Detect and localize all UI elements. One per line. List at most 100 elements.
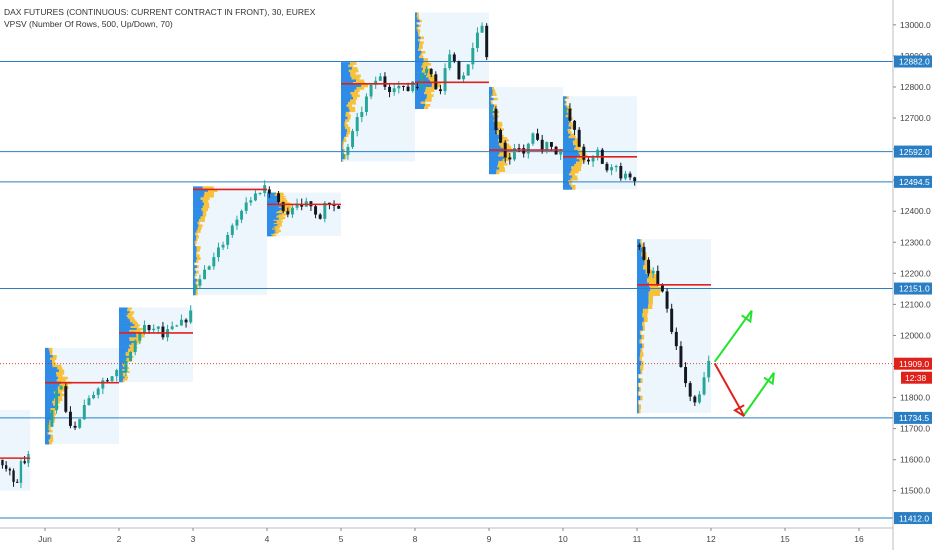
volume-bar-up: [45, 439, 49, 443]
volume-bar-up: [45, 405, 56, 409]
volume-bar-down: [50, 434, 53, 438]
candle-body: [189, 310, 193, 323]
volume-bar-up: [563, 163, 575, 167]
candle-body: [341, 154, 345, 156]
volume-bar-up: [415, 41, 420, 45]
volume-bar-down: [195, 254, 200, 258]
volume-bar-down: [638, 373, 639, 379]
volume-bar-down: [277, 201, 288, 203]
volume-bar-down: [343, 139, 347, 142]
volume-bar-up: [119, 311, 130, 314]
volume-bar-down: [493, 104, 497, 107]
volume-bar-up: [267, 216, 277, 218]
volume-bar-up: [637, 386, 640, 392]
volume-bar-up: [119, 318, 130, 321]
volume-bar-up: [193, 208, 202, 212]
volume-bar-down: [195, 289, 198, 293]
volume-bar-up: [193, 218, 199, 222]
volume-bar-down: [494, 126, 502, 129]
volume-bar-down: [129, 311, 135, 314]
price-axis[interactable]: 11500.011600.011700.011800.011900.012000…: [892, 0, 932, 550]
volume-bar-up: [637, 339, 640, 344]
volume-bar-down: [273, 223, 282, 225]
volume-bar-down: [285, 204, 294, 206]
volume-bar-down: [122, 380, 125, 383]
volume-bar-up: [193, 210, 203, 214]
candle-body: [475, 32, 479, 49]
level-label: 12882.0: [899, 57, 930, 67]
candle-body: [82, 405, 86, 420]
volume-bar-up: [267, 199, 281, 201]
volume-bar-up: [489, 136, 503, 140]
candle-body: [499, 130, 503, 143]
candle-body: [526, 143, 530, 154]
candle-body: [406, 86, 410, 92]
volume-bar-down: [493, 106, 496, 110]
volume-bar-down: [346, 134, 349, 137]
volume-bar-down: [422, 62, 432, 66]
volume-bar-up: [563, 96, 567, 99]
volume-bar-up: [637, 378, 641, 383]
volume-bar-up: [267, 230, 275, 232]
volume-bar-down: [342, 141, 345, 145]
volume-bar-down: [426, 96, 432, 100]
candle-body: [582, 146, 586, 160]
candle-body: [647, 259, 651, 274]
volume-bar-up: [341, 77, 352, 80]
volume-bar-down: [416, 26, 419, 30]
volume-bar-up: [415, 43, 420, 47]
volume-bar-down: [48, 424, 51, 428]
price-tick-label: 12200.0: [900, 268, 931, 278]
volume-bar-up: [415, 87, 426, 90]
volume-bar-down: [52, 355, 57, 358]
volume-bar-down: [424, 72, 432, 76]
volume-bar-up: [563, 187, 573, 190]
volume-bar-down: [496, 123, 503, 127]
candle-body: [568, 108, 572, 121]
volume-bar-down: [418, 48, 422, 52]
volume-bar-up: [45, 429, 50, 433]
candle-body: [258, 193, 262, 195]
volume-bar-down: [572, 175, 578, 179]
candle-body: [226, 234, 230, 245]
volume-bar-up: [119, 320, 131, 323]
volume-bar-up: [341, 89, 355, 93]
candle-body: [323, 202, 327, 219]
candle-body: [64, 386, 68, 412]
volume-bar-up: [415, 55, 420, 59]
volume-bar-up: [637, 391, 638, 396]
candle-body: [438, 89, 442, 92]
volume-bar-up: [563, 159, 580, 162]
volume-bar-up: [45, 369, 60, 373]
projection-arrows[interactable]: [713, 310, 775, 418]
volume-bar-down: [428, 77, 437, 81]
volume-bar-up: [119, 335, 137, 338]
volume-bar-down: [353, 96, 358, 100]
volume-bar-down: [640, 239, 642, 244]
volume-bar-up: [489, 93, 493, 96]
volume-bar-down: [57, 376, 68, 380]
volume-bar-down: [53, 398, 63, 402]
candle-body: [512, 148, 516, 160]
horizontal-levels[interactable]: [0, 60, 893, 519]
volume-bar-down: [490, 100, 493, 103]
volume-bar-up: [193, 199, 203, 203]
volume-bar-down: [648, 300, 653, 305]
volume-bar-up: [489, 165, 498, 168]
volume-bar-down: [49, 441, 52, 445]
volume-bar-down: [348, 101, 356, 105]
volume-bar-down: [421, 65, 428, 69]
volume-bar-down: [498, 160, 504, 164]
volume-bar-down: [129, 318, 136, 321]
volume-bar-down: [273, 219, 282, 222]
volume-bar-down: [345, 111, 350, 115]
volume-bar-down: [490, 95, 492, 99]
volume-bar-up: [193, 205, 203, 209]
candle-body: [457, 61, 461, 80]
volume-bar-up: [45, 376, 58, 380]
time-axis[interactable]: Jun 2 3 4 5 8 9 10 11 12 15 16: [0, 527, 893, 544]
volume-bar-up: [45, 355, 53, 358]
volume-bar-up: [563, 156, 577, 160]
volume-bar-up: [267, 208, 282, 211]
